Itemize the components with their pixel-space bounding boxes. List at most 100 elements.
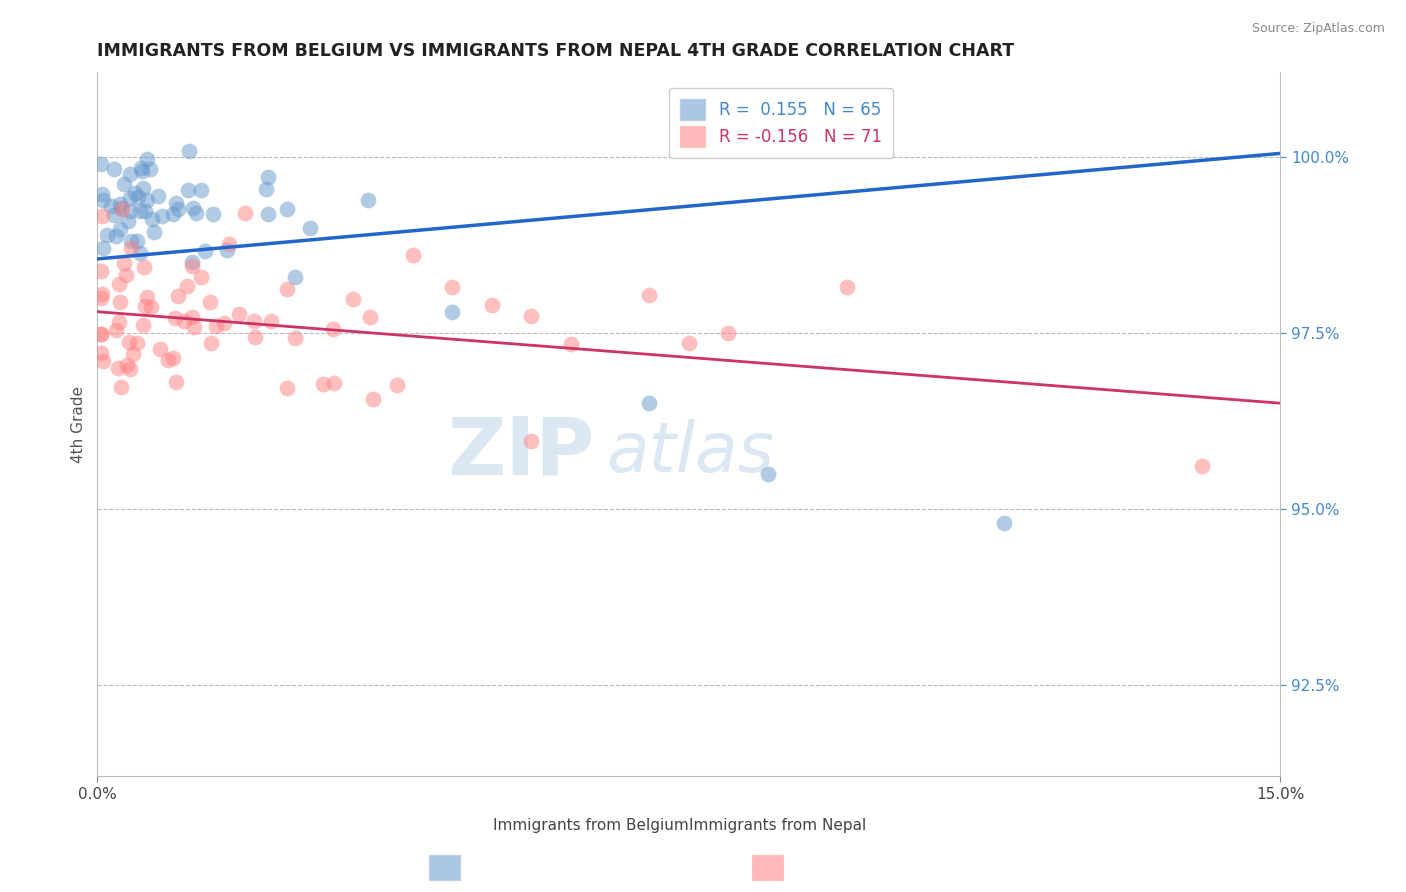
Point (165, 196, 187, 211)
Point (835, 280, 858, 294)
Point (90, 157, 112, 171)
Point (638, 396, 661, 410)
Point (90, 291, 112, 305)
Point (108, 295, 131, 310)
Point (111, 202, 134, 216)
Point (120, 241, 142, 255)
Point (118, 362, 141, 376)
Point (173, 314, 195, 328)
Point (91, 194, 114, 208)
Point (560, 336, 582, 351)
Point (176, 278, 198, 293)
Point (481, 298, 503, 312)
Point (228, 307, 250, 321)
Point (115, 268, 138, 283)
Point (184, 206, 207, 220)
Point (163, 310, 186, 325)
Point (100, 199, 122, 213)
Point (167, 202, 190, 217)
Point (120, 235, 142, 249)
Point (218, 237, 240, 252)
Point (402, 248, 425, 262)
Point (243, 314, 266, 328)
Point (276, 282, 298, 296)
Point (135, 152, 157, 166)
Point (215, 243, 238, 257)
Point (91, 186, 114, 201)
Point (167, 289, 190, 303)
Point (135, 193, 157, 207)
Point (441, 280, 464, 294)
Text: IMMIGRANTS FROM BELGIUM VS IMMIGRANTS FROM NEPAL 4TH GRADE CORRELATION CHART: IMMIGRANTS FROM BELGIUM VS IMMIGRANTS FR… (97, 42, 1015, 60)
Point (112, 256, 135, 270)
Point (176, 183, 198, 197)
Point (201, 207, 224, 221)
Point (103, 162, 125, 177)
Point (120, 167, 142, 181)
Point (91, 241, 114, 255)
Point (146, 189, 169, 203)
Point (129, 204, 152, 219)
Point (90, 327, 112, 342)
Point (107, 315, 129, 329)
Point (121, 347, 143, 361)
Point (257, 169, 280, 184)
Point (134, 204, 156, 219)
Point (152, 209, 174, 223)
Text: Immigrants from Nepal: Immigrants from Nepal (689, 819, 866, 833)
Point (132, 181, 155, 195)
Point (162, 351, 184, 366)
Point (131, 163, 153, 178)
Text: atlas: atlas (606, 419, 775, 486)
Text: ZIP: ZIP (447, 414, 595, 491)
Point (194, 244, 217, 258)
Point (385, 378, 408, 392)
Point (520, 434, 543, 448)
Point (142, 225, 165, 239)
Point (157, 353, 180, 368)
Point (91, 353, 114, 368)
Point (233, 206, 256, 220)
Point (276, 202, 298, 216)
Point (323, 376, 346, 390)
Point (135, 290, 157, 304)
Point (141, 300, 163, 314)
Point (993, 516, 1015, 530)
Point (104, 323, 127, 337)
Point (299, 221, 322, 235)
Point (1191, 459, 1213, 474)
Point (103, 208, 125, 222)
Point (134, 299, 156, 313)
Point (149, 343, 172, 357)
Legend: R =  0.155   N = 65, R = -0.156   N = 71: R = 0.155 N = 65, R = -0.156 N = 71 (669, 87, 893, 159)
Point (180, 259, 202, 273)
Point (117, 213, 139, 227)
Point (357, 193, 380, 207)
Point (756, 467, 779, 481)
Point (125, 335, 148, 350)
Point (200, 336, 222, 351)
Point (127, 190, 149, 204)
Point (190, 270, 212, 285)
Point (283, 269, 305, 284)
Point (107, 361, 129, 376)
Point (165, 375, 187, 389)
Point (125, 235, 148, 249)
Point (112, 177, 135, 191)
Point (183, 319, 205, 334)
Point (104, 228, 127, 243)
Point (139, 162, 162, 177)
Point (108, 277, 131, 292)
Point (124, 186, 146, 200)
Point (204, 319, 226, 334)
Point (181, 310, 204, 324)
Point (108, 196, 131, 211)
Point (260, 314, 283, 328)
Point (132, 260, 155, 275)
Point (212, 316, 235, 330)
Point (359, 310, 381, 325)
Point (243, 329, 266, 343)
Point (254, 182, 277, 196)
Point (177, 144, 200, 158)
Point (118, 335, 141, 350)
